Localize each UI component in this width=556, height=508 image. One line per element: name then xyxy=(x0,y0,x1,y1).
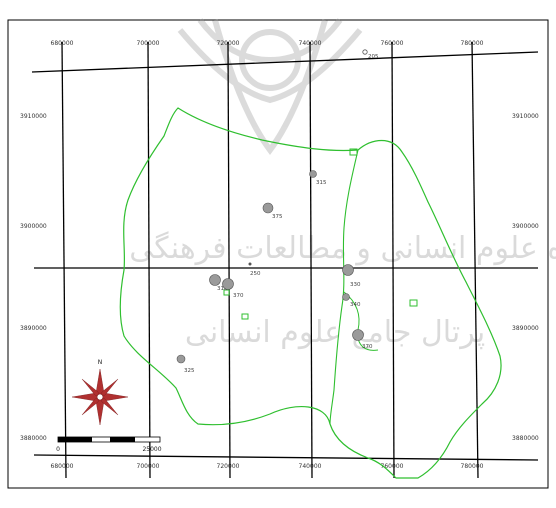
station-label: 370 xyxy=(233,293,244,299)
grid-line-v2 xyxy=(147,41,151,479)
station-marker xyxy=(342,293,350,301)
grid-line-v4 xyxy=(309,41,313,479)
y-tick-left-1: 3910000 xyxy=(20,113,47,120)
station-label: 340 xyxy=(350,302,361,308)
y-tick-right-1: 3910000 xyxy=(512,113,539,120)
y-tick-left-3: 3890000 xyxy=(20,325,47,332)
x-tick-bottom-1: 680000 xyxy=(51,463,74,470)
x-tick-bottom-3: 720000 xyxy=(217,463,240,470)
station-label: 315 xyxy=(316,180,327,186)
y-tick-left-2: 3900000 xyxy=(20,223,47,230)
scale-label-end: 25000 xyxy=(142,446,161,453)
north-label: N xyxy=(98,359,103,366)
x-tick-top-1: 680000 xyxy=(51,40,74,47)
boundary-markers xyxy=(223,148,418,320)
station-marker xyxy=(262,202,274,214)
x-tick-top-6: 780000 xyxy=(461,40,484,47)
sub-basin-divide xyxy=(329,149,359,425)
x-tick-top-4: 740000 xyxy=(299,40,322,47)
x-tick-bottom-6: 780000 xyxy=(461,463,484,470)
station-marker xyxy=(352,329,364,341)
y-tick-left-4: 3880000 xyxy=(20,435,47,442)
station-marker xyxy=(209,274,221,286)
station-marker xyxy=(342,264,354,276)
grid-line-v6 xyxy=(471,41,479,479)
y-tick-right-3: 3890000 xyxy=(512,325,539,332)
station-label: 330 xyxy=(350,282,361,288)
scale-bar xyxy=(57,436,161,443)
station-label: 205 xyxy=(368,54,379,60)
y-tick-right-4: 3880000 xyxy=(512,435,539,442)
x-tick-bottom-5: 760000 xyxy=(381,463,404,470)
scale-label-start: 0 xyxy=(56,446,60,453)
station-marker xyxy=(309,170,317,178)
x-tick-bottom-2: 700000 xyxy=(137,463,160,470)
station-marker xyxy=(362,49,368,55)
stations: 205 315 375 250 318 370 330 340 370 325 xyxy=(176,49,379,374)
grid-line-v5 xyxy=(391,41,395,479)
watermark-line2: پرتال جامع علوم انسانی xyxy=(185,315,485,350)
station-marker xyxy=(222,278,234,290)
x-tick-top-3: 720000 xyxy=(217,40,240,47)
grid-line-v1 xyxy=(61,41,67,479)
graticule xyxy=(31,41,539,479)
watermark-emblem xyxy=(177,18,363,156)
y-tick-right-2: 3900000 xyxy=(512,223,539,230)
grid-line-h3 xyxy=(33,454,539,461)
station-marker xyxy=(248,262,252,266)
station-label: 318 xyxy=(217,286,228,292)
grid-line-h1 xyxy=(31,51,539,73)
watershed-boundary xyxy=(119,107,502,479)
x-tick-bottom-4: 740000 xyxy=(299,463,322,470)
watermark-line1: پژوهشگاه علوم انسانی و مطالعات فرهنگی xyxy=(129,231,556,266)
grid-line-v3 xyxy=(227,41,231,479)
station-label: 325 xyxy=(184,368,195,374)
north-arrow-icon xyxy=(71,368,129,426)
station-label: 375 xyxy=(272,214,283,220)
x-tick-top-5: 760000 xyxy=(381,40,404,47)
station-label: 370 xyxy=(362,344,373,350)
x-tick-top-2: 700000 xyxy=(137,40,160,47)
station-marker xyxy=(176,354,186,364)
station-label: 250 xyxy=(250,271,261,277)
